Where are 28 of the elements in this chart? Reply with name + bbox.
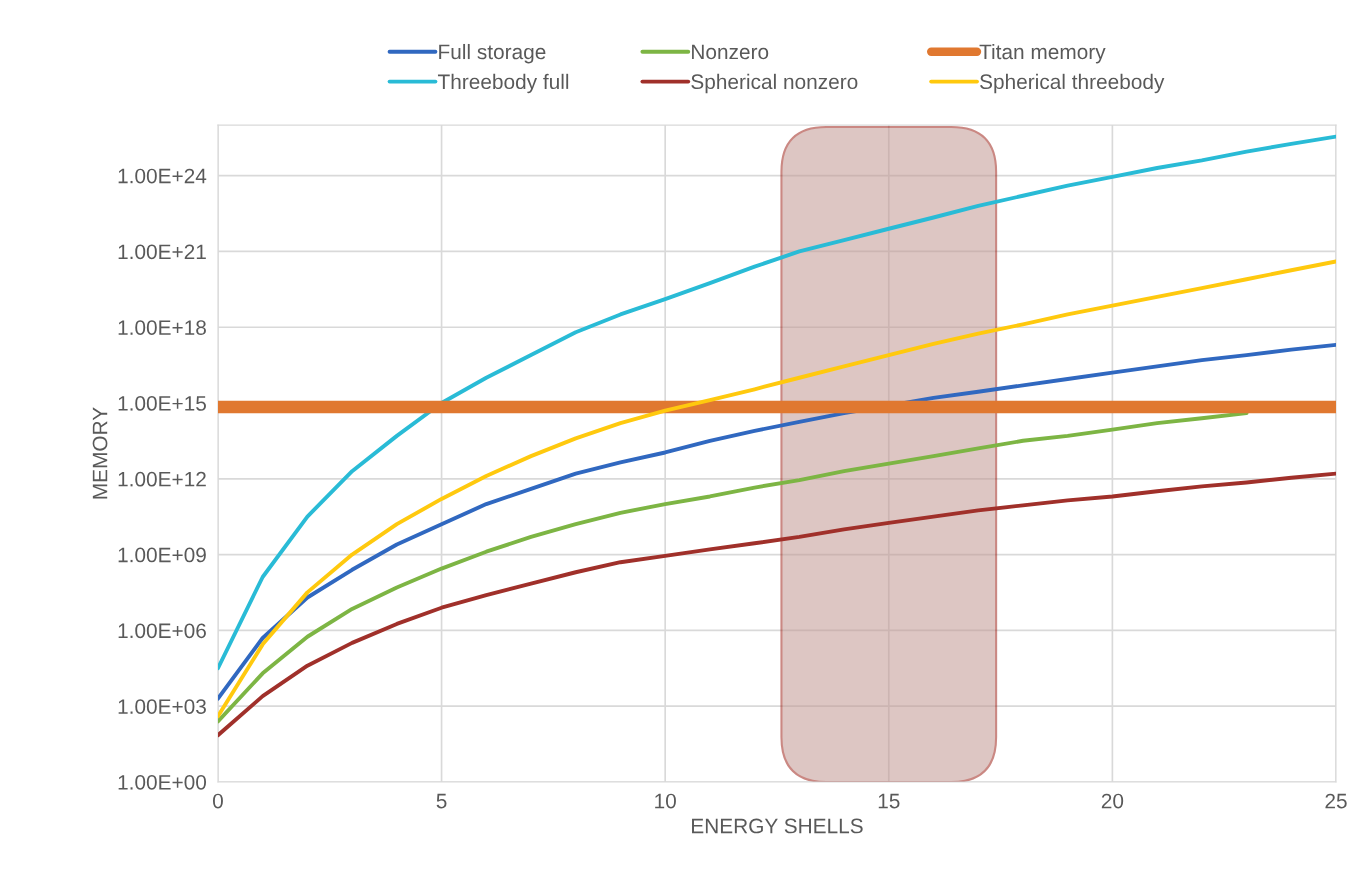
x-tick-label: 20 xyxy=(1101,793,1124,809)
x-tick-label: 15 xyxy=(878,793,900,809)
legend-label: Nonzero xyxy=(692,44,769,60)
legend-label: Spherical nonzero xyxy=(691,73,858,94)
x-tick-label: 25 xyxy=(1325,793,1347,809)
y-tick-label: 1.00E+21 xyxy=(118,244,206,260)
y-tick-label: 1.00E+09 xyxy=(118,547,206,563)
legend-label: Threebody full xyxy=(437,73,569,94)
x-axis-title: ENERGY SHELLS xyxy=(692,818,863,834)
line-series xyxy=(217,411,1249,724)
y-tick-label: 1.00E+24 xyxy=(118,168,207,184)
x-tick-label: 10 xyxy=(655,793,676,809)
legend-label: Titan memory xyxy=(979,43,1106,64)
y-tick-label: 1.00E+15 xyxy=(118,396,206,411)
y-tick-label: 1.00E+00 xyxy=(118,774,207,790)
line-series xyxy=(217,134,1336,671)
line-series xyxy=(217,342,1336,701)
y-tick-label: 1.00E+03 xyxy=(118,699,206,714)
y-tick-label: 1.00E+18 xyxy=(118,320,206,335)
line-series xyxy=(217,471,1336,738)
x-tick-label: 0 xyxy=(212,793,223,809)
y-tick-label: 1.00E+12 xyxy=(118,471,206,487)
legend-label: Full storage xyxy=(439,43,546,64)
y-tick-label: 1.00E+06 xyxy=(118,623,206,639)
line-series xyxy=(217,259,1336,719)
legend-label: Spherical threebody xyxy=(980,73,1165,94)
y-axis-title: MEMORY xyxy=(92,407,108,499)
x-tick-label: 5 xyxy=(436,793,447,809)
